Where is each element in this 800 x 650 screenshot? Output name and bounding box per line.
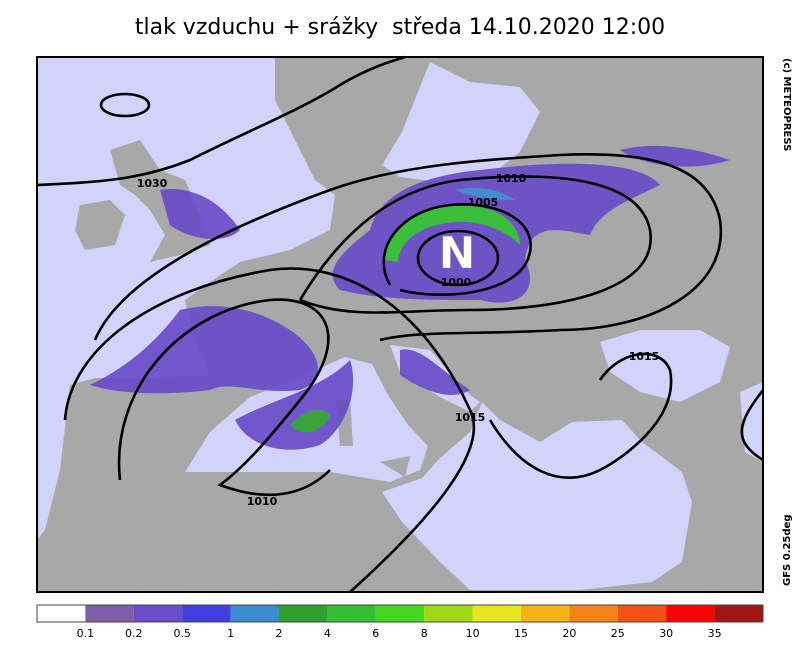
legend-swatch: [230, 605, 279, 622]
precipitation: [90, 145, 730, 450]
legend-label: 10: [466, 627, 480, 640]
isobar-label: 1005: [468, 196, 499, 209]
legend-label: 20: [562, 627, 576, 640]
isobar-label: 1000: [441, 276, 472, 289]
legend-label: 2: [276, 627, 283, 640]
isobar-label: 1030: [137, 177, 168, 190]
map-frame: [36, 56, 764, 593]
legend-label: 1: [227, 627, 234, 640]
legend-swatch: [133, 605, 183, 622]
model-name: GFS 0.25deg: [782, 515, 793, 587]
low-marker: N: [439, 228, 476, 279]
legend-swatch: [279, 605, 328, 622]
isobar-labels: 1030 1010 1005 1000 1015 1015 1010: [137, 172, 660, 508]
legend-label: 0.1: [77, 627, 95, 640]
map: N 1030 1010 1005 1000 1015 1015 1010: [36, 55, 765, 593]
legend-swatch: [375, 605, 425, 622]
legend-swatch: [569, 605, 618, 622]
legend-label: 0.2: [125, 627, 143, 640]
legend-label: 25: [611, 627, 625, 640]
legend-swatch: [85, 605, 134, 622]
legend-swatch: [37, 605, 86, 622]
legend-label: 15: [514, 627, 528, 640]
isobars: [36, 55, 765, 593]
legend: 0.1 0.2 0.5 1 2 4 6 8 10 15 20 25 30 35: [36, 604, 764, 640]
isobar-label: 1015: [629, 350, 660, 363]
legend-swatch: [327, 605, 376, 622]
legend-swatch: [666, 605, 715, 622]
legend-swatch: [521, 605, 570, 622]
legend-swatch: [714, 605, 763, 622]
legend-label: 0.5: [173, 627, 191, 640]
map-title: tlak vzduchu + srážky středa 14.10.2020 …: [135, 15, 665, 40]
isobar-label: 1015: [455, 411, 486, 424]
legend-label: 35: [708, 627, 722, 640]
legend-frame: [36, 604, 764, 623]
copyright: (c) METEOPRESS: [781, 58, 792, 151]
legend-swatch: [617, 605, 667, 622]
legend-swatch: [472, 605, 521, 622]
legend-swatch: [424, 605, 473, 622]
isobar-label: 1010: [247, 495, 278, 508]
legend-label: 6: [372, 627, 379, 640]
legend-label: 4: [324, 627, 331, 640]
isobar-label: 1010: [496, 172, 527, 185]
legend-swatch: [182, 605, 231, 622]
legend-label: 8: [421, 627, 428, 640]
legend-label: 30: [659, 627, 673, 640]
